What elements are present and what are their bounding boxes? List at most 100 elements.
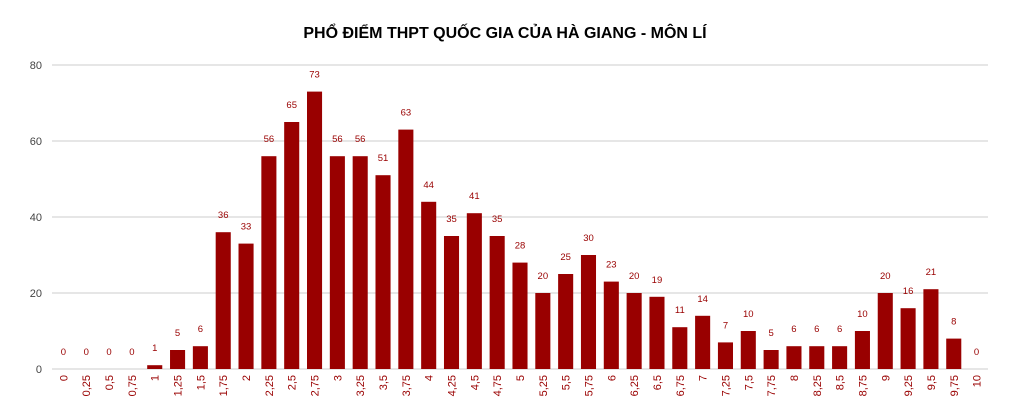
bar (672, 327, 688, 369)
x-tick-label: 4 (424, 375, 436, 381)
data-label: 35 (492, 214, 503, 225)
bar (717, 342, 733, 369)
bar (946, 338, 962, 369)
y-tick-label: 40 (30, 212, 42, 224)
bar (261, 156, 277, 369)
data-label: 20 (880, 271, 891, 282)
x-tick-label: 0,75 (127, 375, 139, 396)
x-tick-label: 8,5 (835, 375, 847, 390)
data-label: 25 (560, 252, 571, 263)
data-label: 5 (175, 328, 180, 339)
bar (284, 122, 300, 369)
x-tick-label: 1,75 (218, 375, 230, 396)
bar (489, 236, 505, 369)
data-label: 56 (332, 134, 343, 145)
bar (763, 350, 779, 369)
x-tick-label: 8,75 (857, 375, 869, 396)
data-label: 63 (401, 108, 412, 119)
data-label: 14 (697, 294, 708, 305)
data-label: 10 (743, 309, 754, 320)
data-label: 5 (768, 328, 773, 339)
x-tick-label: 1 (150, 375, 162, 381)
x-tick-label: 3,25 (355, 375, 367, 396)
data-label: 1 (152, 343, 157, 354)
y-tick-label: 60 (30, 136, 42, 148)
bar (398, 129, 414, 369)
data-label: 0 (61, 347, 66, 358)
x-tick-label: 5,25 (538, 375, 550, 396)
x-tick-label: 6,75 (675, 375, 687, 396)
x-tick-label: 9,75 (949, 375, 961, 396)
data-label: 19 (652, 275, 663, 286)
x-tick-label: 3,5 (378, 375, 390, 390)
bar (307, 91, 323, 369)
data-label: 0 (129, 347, 134, 358)
data-label: 73 (309, 70, 320, 81)
data-label: 0 (106, 347, 111, 358)
data-label: 35 (446, 214, 457, 225)
data-label: 30 (583, 233, 594, 244)
data-label: 7 (723, 320, 728, 331)
bar (192, 346, 208, 369)
bar (854, 331, 870, 369)
x-tick-label: 9 (880, 375, 892, 381)
data-label: 6 (198, 324, 203, 335)
bar (147, 365, 163, 369)
data-label: 44 (423, 180, 434, 191)
bar (215, 232, 231, 369)
data-label: 10 (857, 309, 868, 320)
x-tick-label: 9,5 (926, 375, 938, 390)
bar (238, 243, 254, 369)
x-tick-label: 1,5 (195, 375, 207, 390)
x-tick-label: 2,75 (310, 375, 322, 396)
x-tick-label: 4,75 (492, 375, 504, 396)
y-tick-label: 0 (36, 364, 42, 376)
data-label: 6 (791, 324, 796, 335)
x-tick-label: 9,25 (903, 375, 915, 396)
y-tick-label: 80 (30, 60, 42, 72)
data-label: 16 (903, 286, 914, 297)
bar (695, 315, 711, 369)
data-label: 65 (286, 100, 297, 111)
y-tick-label: 20 (30, 288, 42, 300)
bar (329, 156, 345, 369)
bar (512, 262, 528, 369)
x-tick-label: 7 (698, 375, 710, 381)
data-label: 11 (675, 305, 685, 316)
bar (877, 293, 893, 369)
bar (740, 331, 756, 369)
x-tick-label: 3 (332, 375, 344, 381)
data-label: 8 (951, 317, 956, 328)
bar (603, 281, 619, 369)
data-label: 56 (264, 134, 275, 145)
bar (558, 274, 574, 369)
bar (900, 308, 916, 369)
x-tick-label: 1,25 (173, 375, 185, 396)
bar (832, 346, 848, 369)
x-tick-label: 0,5 (104, 375, 116, 390)
x-tick-label: 5,5 (561, 375, 573, 390)
x-tick-label: 2 (241, 375, 253, 381)
x-tick-label: 8 (789, 375, 801, 381)
x-tick-label: 6,5 (652, 375, 664, 390)
data-label: 6 (837, 324, 842, 335)
bar (626, 293, 642, 369)
bar (352, 156, 368, 369)
x-tick-label: 6,25 (629, 375, 641, 396)
x-tick-label: 10 (972, 375, 984, 387)
data-label: 33 (241, 222, 252, 233)
x-tick-label: 8,25 (812, 375, 824, 396)
x-tick-label: 7,75 (766, 375, 778, 396)
bar (786, 346, 802, 369)
x-tick-label: 7,25 (720, 375, 732, 396)
bar (809, 346, 825, 369)
data-label: 51 (378, 153, 389, 164)
bar (466, 213, 482, 369)
data-label: 20 (538, 271, 549, 282)
data-label: 41 (469, 191, 480, 202)
bar (580, 255, 597, 369)
bar (170, 350, 186, 369)
data-label: 6 (814, 324, 819, 335)
x-tick-label: 4,5 (469, 375, 481, 390)
